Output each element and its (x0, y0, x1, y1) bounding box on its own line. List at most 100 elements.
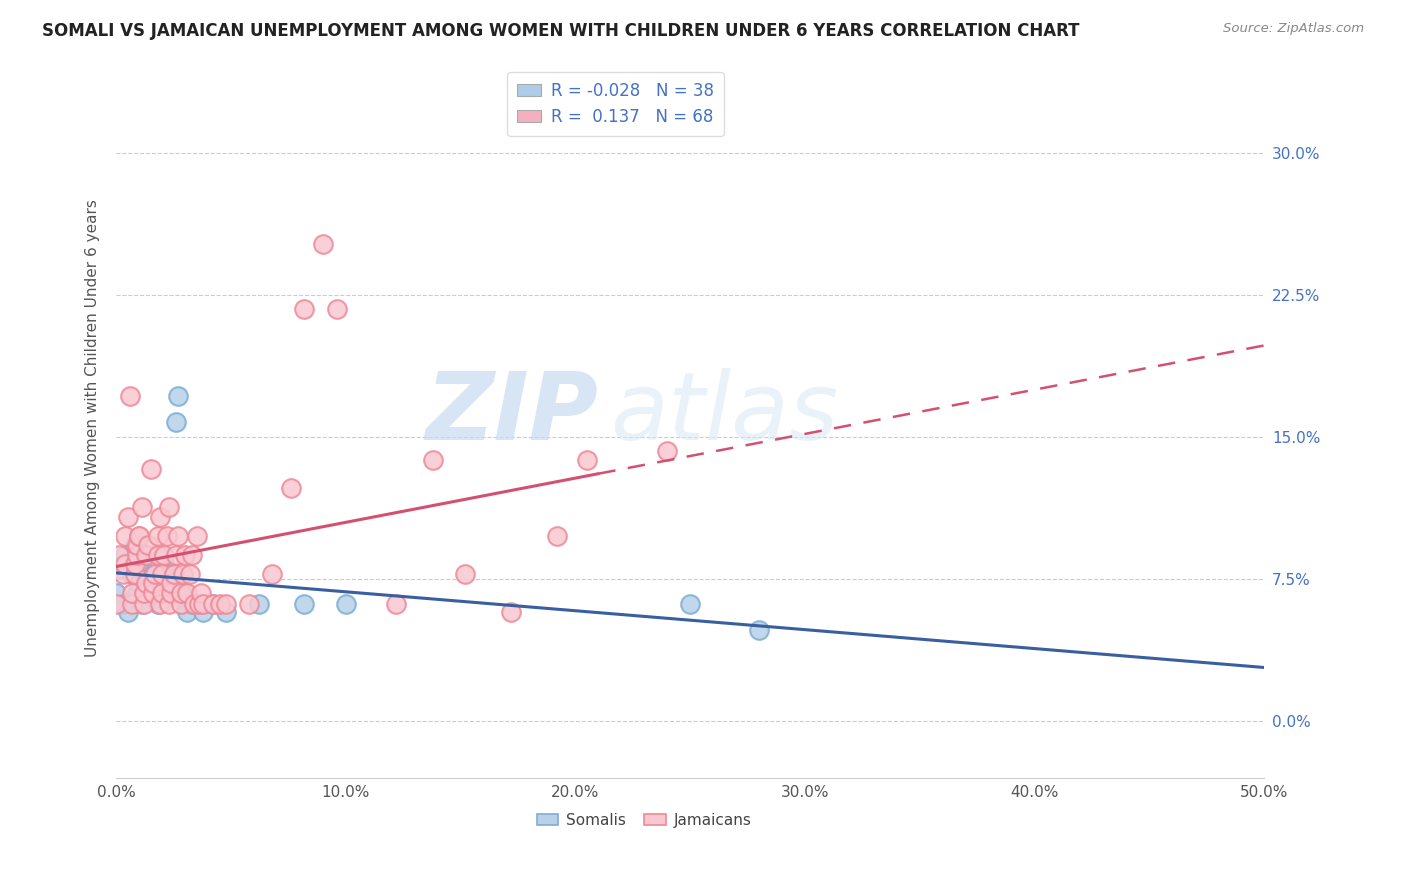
Point (294, 597, 316, 611)
Point (131, 500, 153, 515)
Point (169, 597, 191, 611)
Point (114, 558, 136, 572)
Point (135, 548, 157, 562)
Point (146, 597, 169, 611)
Point (181, 548, 204, 562)
Point (139, 576, 162, 591)
Point (312, 237, 335, 252)
Point (150, 585, 173, 599)
Point (150, 578, 173, 592)
Point (149, 585, 172, 599)
Point (422, 453, 444, 467)
Text: atlas: atlas (610, 368, 838, 459)
Point (125, 538, 148, 552)
Point (176, 585, 198, 599)
Point (124, 548, 146, 562)
Point (135, 548, 157, 562)
Point (262, 566, 284, 581)
Legend: Somalis, Jamaicans: Somalis, Jamaicans (531, 806, 758, 834)
Point (294, 301, 316, 316)
Text: Source: ZipAtlas.com: Source: ZipAtlas.com (1223, 22, 1364, 36)
Text: SOMALI VS JAMAICAN UNEMPLOYMENT AMONG WOMEN WITH CHILDREN UNDER 6 YEARS CORRELAT: SOMALI VS JAMAICAN UNEMPLOYMENT AMONG WO… (42, 22, 1080, 40)
Point (150, 566, 173, 581)
Point (160, 576, 183, 591)
Point (112, 597, 135, 611)
Point (748, 624, 770, 638)
Point (169, 597, 191, 611)
Point (138, 538, 160, 552)
Point (181, 597, 204, 611)
Point (183, 597, 205, 611)
Point (124, 558, 146, 572)
Point (157, 597, 180, 611)
Point (114, 529, 136, 543)
Point (114, 548, 136, 562)
Point (139, 585, 162, 599)
Point (107, 548, 129, 562)
Point (546, 529, 568, 543)
Point (105, 585, 128, 599)
Point (174, 548, 197, 562)
Point (125, 585, 148, 599)
Point (179, 566, 201, 581)
Point (172, 566, 194, 581)
Point (655, 443, 678, 458)
Point (143, 566, 166, 581)
Point (132, 585, 155, 599)
Point (190, 585, 212, 599)
Point (121, 597, 143, 611)
Point (187, 597, 209, 611)
Point (247, 597, 270, 611)
Point (149, 509, 172, 524)
Point (215, 605, 238, 619)
Point (499, 605, 522, 619)
Point (118, 389, 141, 403)
Point (121, 559, 143, 574)
Point (117, 605, 139, 619)
Point (157, 500, 180, 515)
Point (128, 529, 150, 543)
Point (385, 597, 408, 611)
Point (160, 585, 183, 599)
Point (149, 597, 172, 611)
Point (153, 558, 176, 572)
Point (124, 538, 146, 552)
Point (167, 389, 190, 403)
Point (128, 529, 150, 543)
Point (167, 529, 190, 543)
Y-axis label: Unemployment Among Women with Children Under 6 years: Unemployment Among Women with Children U… (86, 199, 100, 657)
Point (125, 548, 148, 562)
Point (163, 566, 186, 581)
Point (153, 548, 176, 562)
Point (208, 597, 231, 611)
Point (238, 597, 260, 611)
Point (280, 482, 302, 496)
Point (165, 548, 187, 562)
Point (335, 597, 357, 611)
Point (165, 415, 187, 429)
Point (117, 509, 139, 524)
Point (575, 453, 598, 467)
Point (121, 585, 143, 599)
Point (679, 597, 702, 611)
Point (156, 529, 179, 543)
Point (169, 585, 191, 599)
Point (186, 529, 208, 543)
Point (135, 576, 157, 591)
Point (105, 597, 128, 611)
Point (454, 566, 477, 581)
Text: ZIP: ZIP (426, 368, 599, 459)
Point (157, 566, 180, 581)
Point (132, 566, 155, 581)
Point (201, 597, 224, 611)
Point (105, 563, 128, 577)
Point (146, 548, 169, 562)
Point (121, 566, 143, 581)
Point (325, 301, 347, 316)
Point (142, 566, 165, 581)
Point (193, 597, 215, 611)
Point (142, 585, 165, 599)
Point (163, 576, 186, 591)
Point (112, 566, 135, 581)
Point (128, 576, 150, 591)
